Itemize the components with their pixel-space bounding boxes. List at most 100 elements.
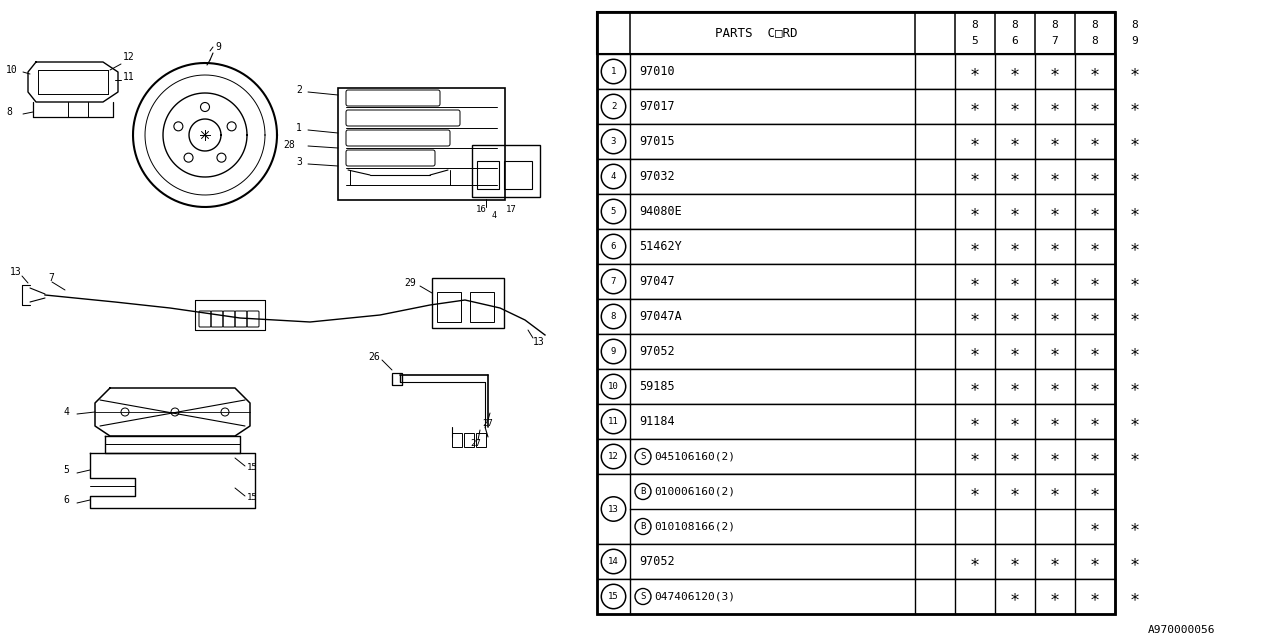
Text: ∗: ∗ xyxy=(970,447,980,465)
Text: ∗: ∗ xyxy=(1010,588,1020,605)
Text: 97017: 97017 xyxy=(639,100,675,113)
Text: ∗: ∗ xyxy=(1130,273,1140,291)
Text: 59185: 59185 xyxy=(639,380,675,393)
Text: 97010: 97010 xyxy=(639,65,675,78)
Text: 91184: 91184 xyxy=(639,415,675,428)
Text: 5: 5 xyxy=(63,465,69,475)
Text: ∗: ∗ xyxy=(1091,378,1100,396)
Text: 8: 8 xyxy=(972,20,978,29)
Text: 3: 3 xyxy=(611,137,616,146)
Text: ∗: ∗ xyxy=(1130,202,1140,221)
Text: ∗: ∗ xyxy=(1050,342,1060,360)
Text: ∗: ∗ xyxy=(1050,97,1060,115)
Bar xyxy=(477,161,499,189)
Text: 6: 6 xyxy=(611,242,616,251)
Text: 2: 2 xyxy=(296,85,302,95)
Text: ∗: ∗ xyxy=(970,97,980,115)
Text: 97047: 97047 xyxy=(639,275,675,288)
Text: ∗: ∗ xyxy=(1050,132,1060,150)
Bar xyxy=(630,509,1115,544)
Text: ∗: ∗ xyxy=(1050,63,1060,81)
Text: 2: 2 xyxy=(611,102,616,111)
Text: 7: 7 xyxy=(1052,36,1059,46)
Text: ∗: ∗ xyxy=(1130,413,1140,431)
Bar xyxy=(596,579,1115,614)
Bar xyxy=(596,124,1115,159)
Text: 045106160(2): 045106160(2) xyxy=(654,451,735,461)
Text: ∗: ∗ xyxy=(1130,518,1140,536)
Text: 8: 8 xyxy=(1011,20,1019,29)
Text: 15: 15 xyxy=(608,592,618,601)
Text: ∗: ∗ xyxy=(1050,588,1060,605)
Text: 010108166(2): 010108166(2) xyxy=(654,522,735,531)
Text: ∗: ∗ xyxy=(1010,552,1020,570)
Text: ∗: ∗ xyxy=(1091,237,1100,255)
Text: ∗: ∗ xyxy=(970,552,980,570)
Text: 8: 8 xyxy=(6,107,12,117)
Text: ∗: ∗ xyxy=(1130,447,1140,465)
Text: ∗: ∗ xyxy=(1130,378,1140,396)
Text: ∗: ∗ xyxy=(1050,378,1060,396)
Text: ∗: ∗ xyxy=(1050,168,1060,186)
Text: ∗: ∗ xyxy=(1091,63,1100,81)
Text: ∗: ∗ xyxy=(1091,552,1100,570)
Text: 4: 4 xyxy=(63,407,69,417)
Text: ∗: ∗ xyxy=(1091,168,1100,186)
Text: 7: 7 xyxy=(49,273,54,283)
Text: ∗: ∗ xyxy=(1130,588,1140,605)
Bar xyxy=(596,54,1115,89)
Text: 97052: 97052 xyxy=(639,345,675,358)
Text: ∗: ∗ xyxy=(1091,447,1100,465)
Bar xyxy=(338,88,506,200)
Text: A970000056: A970000056 xyxy=(1147,625,1215,635)
Text: 13: 13 xyxy=(608,504,618,513)
Text: 15: 15 xyxy=(247,493,257,502)
Text: 97032: 97032 xyxy=(639,170,675,183)
Text: 26: 26 xyxy=(369,352,380,362)
Text: B: B xyxy=(640,522,645,531)
Text: ∗: ∗ xyxy=(1130,237,1140,255)
Text: ∗: ∗ xyxy=(970,483,980,500)
Text: ∗: ∗ xyxy=(1091,273,1100,291)
Bar xyxy=(596,299,1115,334)
Bar xyxy=(433,278,504,328)
Bar xyxy=(596,439,1115,474)
Text: ∗: ∗ xyxy=(1050,237,1060,255)
Text: 13: 13 xyxy=(532,337,545,347)
Text: ∗: ∗ xyxy=(1010,307,1020,326)
Text: 010006160(2): 010006160(2) xyxy=(654,486,735,497)
Text: 12: 12 xyxy=(123,52,134,62)
Text: 97047A: 97047A xyxy=(639,310,682,323)
Text: 13: 13 xyxy=(10,267,22,277)
Text: 27: 27 xyxy=(470,438,481,447)
Text: 8: 8 xyxy=(611,312,616,321)
Text: 10: 10 xyxy=(608,382,618,391)
Text: ∗: ∗ xyxy=(1050,202,1060,221)
Bar xyxy=(465,433,474,447)
Text: 8: 8 xyxy=(1092,36,1098,46)
Bar xyxy=(630,474,1115,509)
Text: ∗: ∗ xyxy=(1010,483,1020,500)
Text: 16: 16 xyxy=(476,205,486,214)
Text: ∗: ∗ xyxy=(1130,132,1140,150)
Text: 28: 28 xyxy=(283,140,294,150)
Text: ∗: ∗ xyxy=(1010,132,1020,150)
Bar xyxy=(452,433,462,447)
Text: ∗: ∗ xyxy=(970,63,980,81)
Text: 1: 1 xyxy=(611,67,616,76)
Text: 8: 8 xyxy=(1132,20,1138,29)
Bar xyxy=(596,12,1115,54)
Text: ∗: ∗ xyxy=(1130,168,1140,186)
Text: ∗: ∗ xyxy=(1091,202,1100,221)
Bar xyxy=(596,229,1115,264)
Text: 14: 14 xyxy=(608,557,618,566)
Text: 5: 5 xyxy=(972,36,978,46)
Text: ∗: ∗ xyxy=(1091,307,1100,326)
Text: ∗: ∗ xyxy=(970,237,980,255)
Bar xyxy=(504,161,532,189)
Text: ∗: ∗ xyxy=(1050,273,1060,291)
Text: B: B xyxy=(640,487,645,496)
Text: 97015: 97015 xyxy=(639,135,675,148)
Bar xyxy=(472,145,540,197)
Text: 27: 27 xyxy=(483,419,493,428)
